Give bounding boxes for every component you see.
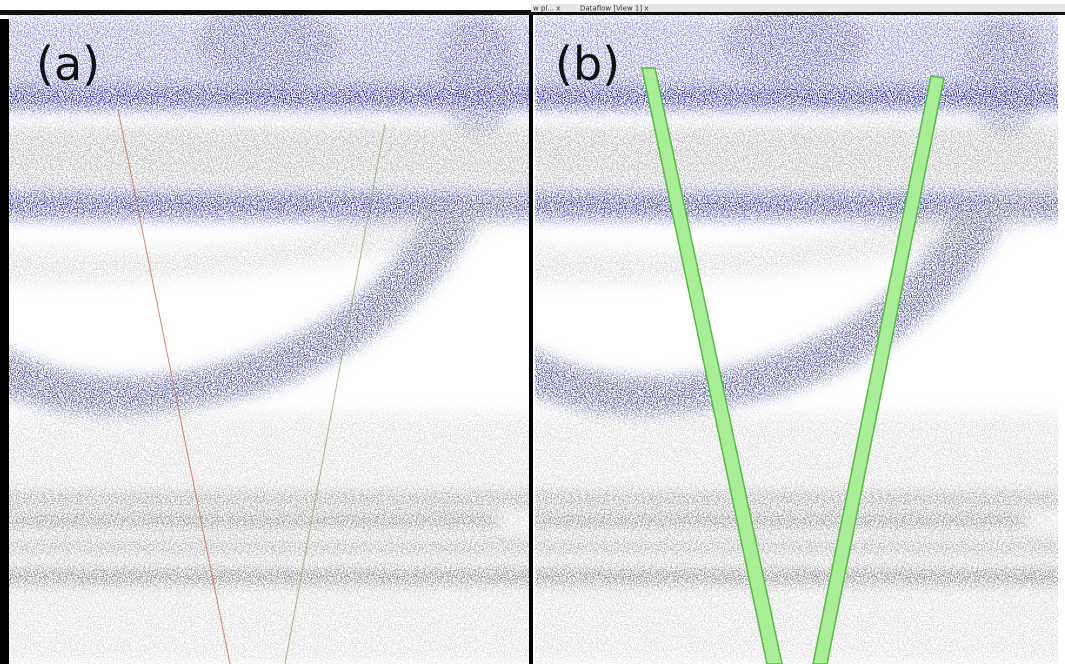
tube [812, 75, 945, 664]
panel-a [0, 4, 543, 664]
divider [529, 14, 533, 664]
tab-bar [531, 4, 1065, 12]
panel-label: (b) [555, 37, 620, 91]
panel-b [525, 4, 1065, 664]
tab[interactable]: w pl... x [533, 5, 560, 13]
left-border [0, 19, 9, 664]
panel-label: (a) [36, 37, 100, 91]
ray [117, 109, 231, 664]
ray [284, 123, 386, 664]
top-border [0, 10, 1065, 15]
tube [641, 67, 783, 664]
tab[interactable]: Dataflow [View 1] x [580, 5, 648, 13]
